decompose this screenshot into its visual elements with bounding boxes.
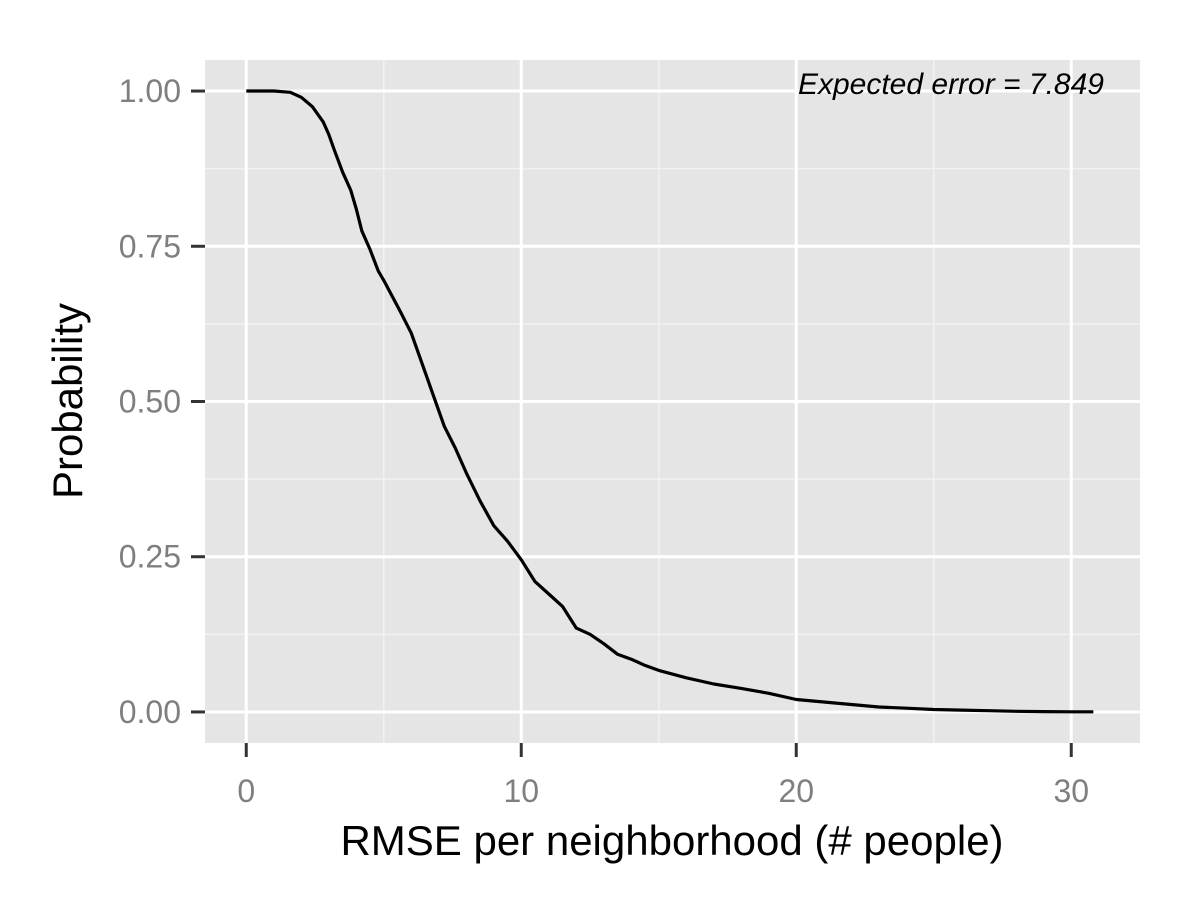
major-gridlines (205, 60, 1140, 743)
x-tick-label: 10 (503, 773, 539, 809)
y-tick-label: 0.25 (119, 539, 181, 575)
x-tick-label: 30 (1053, 773, 1089, 809)
expected-error-annotation: Expected error = 7.849 (798, 68, 1104, 101)
x-axis-title: RMSE per neighborhood (# people) (340, 817, 1003, 864)
y-tick-label: 0.50 (119, 384, 181, 420)
x-axis-ticks: 0 10 20 30 (237, 743, 1089, 809)
x-tick-label: 0 (237, 773, 255, 809)
y-tick-label: 0.00 (119, 694, 181, 730)
y-tick-label: 0.75 (119, 228, 181, 264)
y-axis-title: Probability (44, 303, 91, 499)
x-tick-label: 20 (778, 773, 814, 809)
y-axis-ticks: 0.00 0.25 0.50 0.75 1.00 (119, 73, 205, 730)
y-tick-label: 1.00 (119, 73, 181, 109)
probability-series-line (246, 89, 1094, 714)
